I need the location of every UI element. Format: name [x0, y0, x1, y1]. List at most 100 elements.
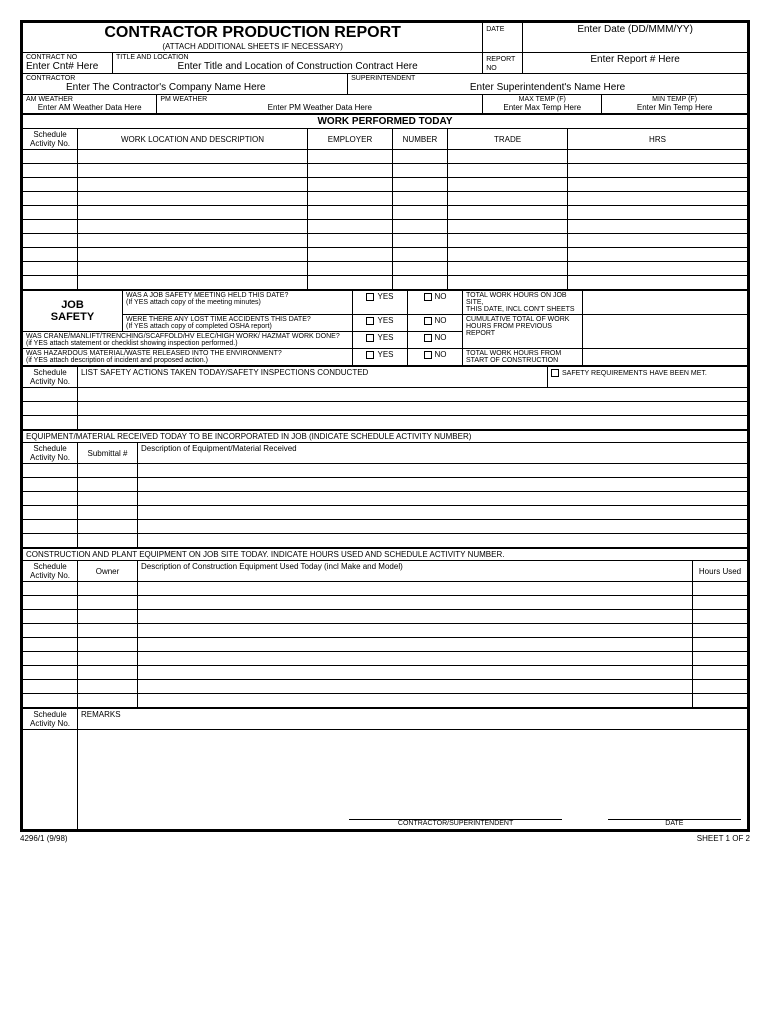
table-row[interactable]: [23, 694, 748, 708]
table-row[interactable]: [23, 178, 748, 192]
form-subtitle: (ATTACH ADDITIONAL SHEETS IF NECESSARY): [26, 42, 479, 51]
table-row[interactable]: [23, 416, 748, 430]
table-row[interactable]: [23, 464, 748, 478]
footer: 4296/1 (9/98) SHEET 1 OF 2: [20, 834, 750, 843]
chk-yes-4[interactable]: [366, 351, 374, 359]
safety-r1: TOTAL WORK HOURS ON JOB SITE,: [466, 292, 579, 306]
table-row[interactable]: [23, 402, 748, 416]
report-label: REPORT NO: [486, 56, 515, 72]
pm-value[interactable]: Enter PM Weather Data Here: [160, 103, 479, 112]
safety-actions-hdr: LIST SAFETY ACTIONS TAKEN TODAY/SAFETY I…: [78, 367, 548, 388]
am-value[interactable]: Enter AM Weather Data Here: [26, 103, 153, 112]
chk-yes-2[interactable]: [366, 317, 374, 325]
safety-q3b: (if YES attach statement or checklist sh…: [26, 340, 349, 347]
table-row[interactable]: [23, 164, 748, 178]
work-col-num: NUMBER: [393, 129, 448, 150]
table-row[interactable]: [23, 624, 748, 638]
safety-q4: WAS HAZARDOUS MATERIAL/WASTE RELEASED IN…: [26, 350, 349, 357]
table-row[interactable]: [23, 478, 748, 492]
work-table: WORK PERFORMED TODAY Schedule Activity N…: [22, 114, 748, 290]
constr-table: CONSTRUCTION AND PLANT EQUIPMENT ON JOB …: [22, 548, 748, 708]
header-table: CONTRACTOR PRODUCTION REPORT (ATTACH ADD…: [22, 22, 748, 114]
table-row[interactable]: [23, 248, 748, 262]
equip-c2: Submittal #: [78, 443, 138, 464]
min-label: MIN TEMP (F): [605, 96, 744, 103]
contract-value[interactable]: Enter Cnt# Here: [26, 61, 109, 72]
date-label: DATE: [486, 26, 504, 33]
safety-r3: TOTAL WORK HOURS FROM START OF CONSTRUCT…: [466, 350, 579, 364]
table-row[interactable]: [23, 276, 748, 290]
chk-no-1[interactable]: [424, 293, 432, 301]
equip-c3: Description of Equipment/Material Receiv…: [138, 443, 748, 464]
safety-reqmet: SAFETY REQUIREMENTS HAVE BEEN MET.: [562, 370, 707, 377]
safety-actions-table: Schedule Activity No. LIST SAFETY ACTION…: [22, 366, 748, 430]
constr-c3: Description of Construction Equipment Us…: [138, 561, 693, 582]
constr-c4: Hours Used: [693, 561, 748, 582]
table-row[interactable]: [23, 234, 748, 248]
work-title: WORK PERFORMED TODAY: [23, 115, 748, 129]
safety-q4b: (if YES attach description of incident a…: [26, 357, 349, 364]
equip-table: EQUIPMENT/MATERIAL RECEIVED TODAY TO BE …: [22, 430, 748, 548]
form-title: CONTRACTOR PRODUCTION REPORT: [26, 24, 479, 42]
chk-reqmet[interactable]: [551, 369, 559, 377]
table-row[interactable]: [23, 206, 748, 220]
work-col-emp: EMPLOYER: [308, 129, 393, 150]
safety-q1: WAS A JOB SAFETY MEETING HELD THIS DATE?: [126, 292, 349, 299]
pm-label: PM WEATHER: [160, 96, 479, 103]
table-row[interactable]: [23, 680, 748, 694]
table-row[interactable]: [23, 582, 748, 596]
table-row[interactable]: [23, 192, 748, 206]
constr-c2: Owner: [78, 561, 138, 582]
min-value[interactable]: Enter Min Temp Here: [605, 103, 744, 112]
remarks-c2: REMARKS: [78, 709, 748, 730]
safety-sched: Schedule Activity No.: [23, 367, 78, 388]
remarks-table: Schedule Activity No. REMARKS CONTRACTOR…: [22, 708, 748, 830]
am-label: AM WEATHER: [26, 96, 153, 103]
sig-contractor: CONTRACTOR/SUPERINTENDENT: [349, 820, 562, 827]
footer-left: 4296/1 (9/98): [20, 834, 68, 843]
form-container: CONTRACTOR PRODUCTION REPORT (ATTACH ADD…: [20, 20, 750, 832]
equip-c1: Schedule Activity No.: [23, 443, 78, 464]
remarks-c1: Schedule Activity No.: [23, 709, 78, 730]
sig-date: DATE: [608, 820, 741, 827]
super-label: SUPERINTENDENT: [351, 75, 744, 82]
table-row[interactable]: [23, 220, 748, 234]
titleloc-label: TITLE AND LOCATION: [116, 54, 479, 61]
super-value[interactable]: Enter Superintendent's Name Here: [351, 82, 744, 93]
table-row[interactable]: [23, 666, 748, 680]
contract-label: CONTRACT NO: [26, 54, 109, 61]
safety-r2: CUMULATIVE TOTAL OF WORK HOURS FROM PREV…: [466, 316, 579, 337]
titleloc-value[interactable]: Enter Title and Location of Construction…: [116, 61, 479, 72]
table-row[interactable]: [23, 610, 748, 624]
chk-no-4[interactable]: [424, 351, 432, 359]
table-row[interactable]: [23, 506, 748, 520]
chk-yes-3[interactable]: [366, 334, 374, 342]
table-row[interactable]: [23, 638, 748, 652]
chk-yes-1[interactable]: [366, 293, 374, 301]
contractor-value[interactable]: Enter The Contractor's Company Name Here: [26, 82, 344, 93]
table-row[interactable]: [23, 520, 748, 534]
table-row[interactable]: [23, 492, 748, 506]
table-row[interactable]: [23, 388, 748, 402]
date-value[interactable]: Enter Date (DD/MMM/YY): [526, 24, 744, 35]
safety-q2b: (If YES attach copy of completed OSHA re…: [126, 323, 349, 330]
work-col-hrs: HRS: [568, 129, 748, 150]
table-row[interactable]: [23, 596, 748, 610]
jobsafety-label: JOBSAFETY: [51, 299, 94, 323]
report-value[interactable]: Enter Report # Here: [526, 54, 744, 65]
table-row[interactable]: [23, 534, 748, 548]
table-row[interactable]: CONTRACTOR/SUPERINTENDENT DATE: [23, 730, 748, 830]
max-label: MAX TEMP (F): [486, 96, 598, 103]
chk-no-3[interactable]: [424, 334, 432, 342]
work-col-trade: TRADE: [448, 129, 568, 150]
table-row[interactable]: [23, 262, 748, 276]
safety-q2: WERE THERE ANY LOST TIME ACCIDENTS THIS …: [126, 316, 349, 323]
table-row[interactable]: [23, 150, 748, 164]
chk-no-2[interactable]: [424, 317, 432, 325]
safety-q1b: (If YES attach copy of the meeting minut…: [126, 299, 349, 306]
footer-right: SHEET 1 OF 2: [697, 834, 750, 843]
max-value[interactable]: Enter Max Temp Here: [486, 103, 598, 112]
contractor-label: CONTRACTOR: [26, 75, 344, 82]
constr-hdr: CONSTRUCTION AND PLANT EQUIPMENT ON JOB …: [23, 549, 748, 561]
table-row[interactable]: [23, 652, 748, 666]
